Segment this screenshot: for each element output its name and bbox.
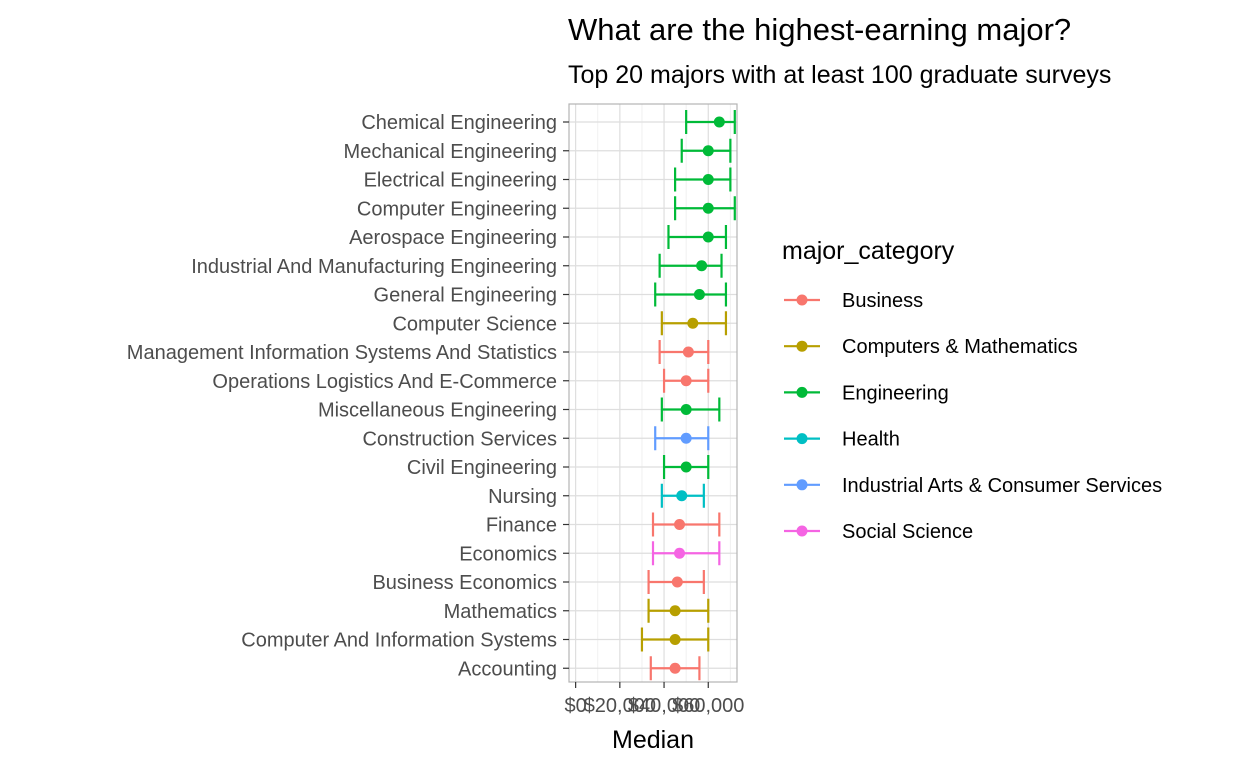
x-axis: $0$20,000$40,000$60,000 bbox=[565, 682, 744, 717]
legend-title: major_category bbox=[782, 237, 955, 265]
legend-item: Business bbox=[784, 290, 923, 312]
y-tick-label: Construction Services bbox=[362, 428, 557, 450]
y-tick-label: Aerospace Engineering bbox=[349, 227, 557, 249]
x-axis-title: Median bbox=[612, 726, 694, 754]
legend-item: Social Science bbox=[784, 521, 973, 543]
median-point bbox=[702, 145, 714, 157]
median-point bbox=[680, 404, 692, 415]
legend-item: Computers & Mathematics bbox=[784, 336, 1078, 358]
legend-item: Health bbox=[784, 429, 900, 451]
legend-label: Computers & Mathematics bbox=[842, 336, 1078, 358]
y-tick-label: Nursing bbox=[488, 486, 557, 508]
y-tick-label: Computer Science bbox=[392, 313, 557, 335]
y-tick-label: Mechanical Engineering bbox=[344, 141, 557, 163]
median-point bbox=[702, 174, 714, 185]
legend-key-point bbox=[796, 386, 808, 398]
error-bar bbox=[685, 110, 736, 134]
legend-label: Health bbox=[842, 429, 900, 451]
y-tick-label: Business Economics bbox=[372, 572, 557, 594]
x-tick-label: $0 bbox=[565, 695, 587, 717]
y-tick-label: General Engineering bbox=[374, 285, 557, 307]
x-tick-label: $20,000 bbox=[584, 695, 656, 717]
y-axis: Chemical Engineering Mechanical Engineeri… bbox=[127, 112, 569, 680]
median-point bbox=[669, 605, 681, 617]
legend-label: Engineering bbox=[842, 382, 949, 404]
median-point bbox=[693, 289, 705, 300]
y-tick-label: Computer Engineering bbox=[357, 198, 557, 220]
y-tick-label: Electrical Engineering bbox=[364, 170, 557, 192]
median-point bbox=[680, 375, 692, 387]
median-point bbox=[674, 519, 686, 530]
y-tick-label: Economics bbox=[459, 543, 557, 565]
y-tick-label: Accounting bbox=[458, 658, 557, 680]
legend-label: Business bbox=[842, 290, 923, 312]
y-tick-label: Civil Engineering bbox=[407, 457, 557, 479]
y-tick-label: Mathematics bbox=[444, 601, 557, 623]
median-point bbox=[671, 576, 683, 588]
plot-panel-border bbox=[568, 103, 738, 683]
legend-key-point bbox=[796, 479, 808, 491]
chart-title: What are the highest-earning major? bbox=[568, 12, 1071, 47]
x-tick-label: $40,000 bbox=[628, 695, 700, 717]
y-tick-label: Computer And Information Systems bbox=[241, 630, 557, 652]
chart-subtitle: Top 20 majors with at least 100 graduate… bbox=[568, 61, 1111, 89]
median-point bbox=[676, 490, 688, 502]
y-tick-label: Miscellaneous Engineering bbox=[318, 400, 557, 422]
x-tick-label: $60,000 bbox=[672, 695, 744, 717]
error-bar bbox=[674, 167, 732, 192]
median-point bbox=[674, 547, 686, 559]
legend-key-point bbox=[796, 294, 808, 306]
y-tick-label: Chemical Engineering bbox=[361, 112, 557, 134]
legend: Business Computers & Mathematics Engineeri… bbox=[784, 290, 1162, 543]
y-tick-label: Finance bbox=[486, 515, 557, 537]
legend-key-point bbox=[796, 340, 808, 352]
median-point bbox=[702, 231, 714, 243]
error-bar bbox=[654, 282, 728, 307]
legend-key-point bbox=[796, 433, 808, 445]
legend-label: Industrial Arts & Consumer Services bbox=[842, 475, 1162, 497]
y-tick-label: Industrial And Manufacturing Engineering bbox=[191, 256, 557, 278]
y-tick-label: Management Information Systems And Stati… bbox=[127, 342, 557, 364]
legend-item: Engineering bbox=[784, 382, 949, 404]
legend-item: Industrial Arts & Consumer Services bbox=[784, 475, 1162, 497]
error-bars bbox=[640, 110, 736, 681]
median-point bbox=[669, 634, 681, 645]
plot-panel bbox=[569, 104, 737, 682]
y-tick-label: Operations Logistics And E-Commerce bbox=[212, 371, 557, 393]
legend-key-point bbox=[796, 525, 808, 537]
error-bar bbox=[667, 225, 728, 249]
median-points bbox=[669, 116, 725, 674]
median-point bbox=[713, 116, 725, 128]
median-point bbox=[702, 202, 714, 214]
median-point bbox=[680, 432, 692, 444]
median-point bbox=[680, 461, 692, 473]
median-point bbox=[696, 260, 708, 272]
legend-label: Social Science bbox=[842, 521, 973, 543]
error-bar bbox=[651, 541, 721, 566]
median-point bbox=[682, 346, 694, 358]
error-bar bbox=[651, 512, 721, 537]
median-point bbox=[687, 317, 699, 329]
median-point bbox=[669, 662, 681, 674]
error-bar bbox=[658, 253, 723, 278]
